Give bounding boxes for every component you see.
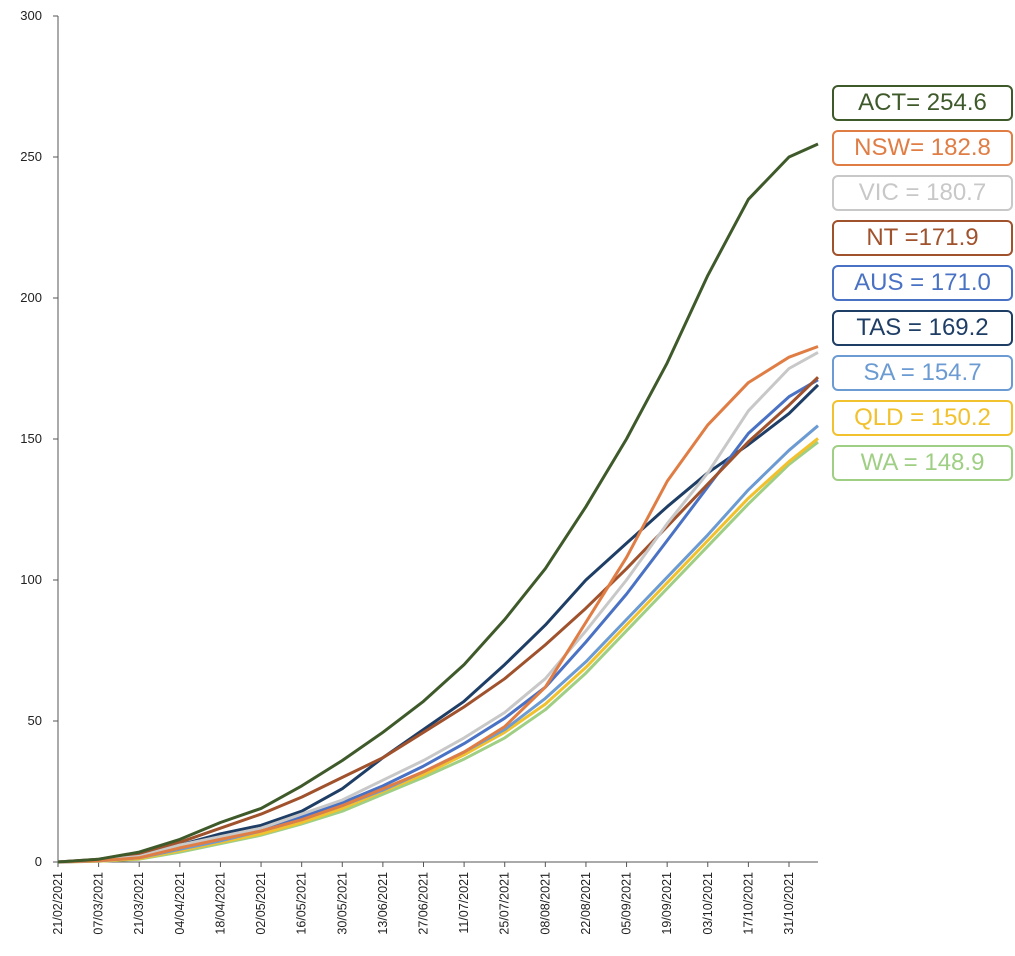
x-tick-label: 03/10/2021	[701, 872, 715, 935]
legend-item-vic: VIC = 180.7	[832, 175, 1013, 211]
x-tick-label: 08/08/2021	[538, 872, 552, 935]
x-tick-label: 30/05/2021	[335, 872, 349, 935]
legend-item-nsw: NSW= 182.8	[832, 130, 1013, 166]
legend-item-aus: AUS = 171.0	[832, 265, 1013, 301]
x-tick-label: 07/03/2021	[92, 872, 106, 935]
y-tick-label: 100	[20, 572, 42, 587]
series-line-act	[57, 142, 819, 864]
series-line-nsw	[57, 345, 819, 864]
x-tick-label: 21/03/2021	[132, 872, 146, 935]
x-tick-label: 02/05/2021	[254, 872, 268, 935]
x-tick-label: 16/05/2021	[295, 872, 309, 935]
x-tick-label: 11/07/2021	[457, 872, 471, 934]
series-line-nt	[57, 376, 820, 864]
x-tick-label: 22/08/2021	[579, 872, 593, 935]
x-tick-label: 18/04/2021	[213, 872, 227, 935]
legend-item-qld: QLD = 150.2	[832, 400, 1013, 436]
y-tick-label: 250	[20, 149, 42, 164]
legend-item-nt: NT =171.9	[832, 220, 1013, 256]
x-tick-label: 17/10/2021	[741, 872, 755, 935]
x-tick-label: 27/06/2021	[416, 872, 430, 935]
y-tick-label: 50	[28, 713, 42, 728]
y-tick-labels: 0 50 100 150 200 250 300	[20, 8, 58, 869]
legend-item-wa: WA = 148.9	[832, 445, 1013, 481]
series-lines	[57, 142, 820, 864]
x-tick-label: 13/06/2021	[376, 872, 390, 935]
x-tick-label: 31/10/2021	[782, 872, 796, 935]
series-line-tas	[57, 383, 820, 864]
series-line-aus	[57, 378, 819, 864]
legend-item-sa: SA = 154.7	[832, 355, 1013, 391]
x-tick-label: 21/02/2021	[51, 872, 65, 935]
legend-item-act: ACT= 254.6	[832, 85, 1013, 121]
x-tick-label: 04/04/2021	[173, 872, 187, 935]
series-line-wa	[57, 440, 819, 864]
y-tick-label: 300	[20, 8, 42, 23]
series-line-qld	[57, 437, 819, 864]
x-tick-labels: 21/02/2021 07/03/2021 21/03/2021 04/04/2021…	[51, 862, 796, 935]
y-tick-label: 200	[20, 290, 42, 305]
x-tick-label: 25/07/2021	[498, 872, 512, 935]
legend-item-tas: TAS = 169.2	[832, 310, 1013, 346]
x-tick-label: 19/09/2021	[660, 872, 674, 935]
y-tick-label: 0	[35, 854, 42, 869]
x-tick-label: 05/09/2021	[620, 872, 634, 935]
series-line-vic	[57, 351, 819, 864]
y-tick-label: 150	[20, 431, 42, 446]
